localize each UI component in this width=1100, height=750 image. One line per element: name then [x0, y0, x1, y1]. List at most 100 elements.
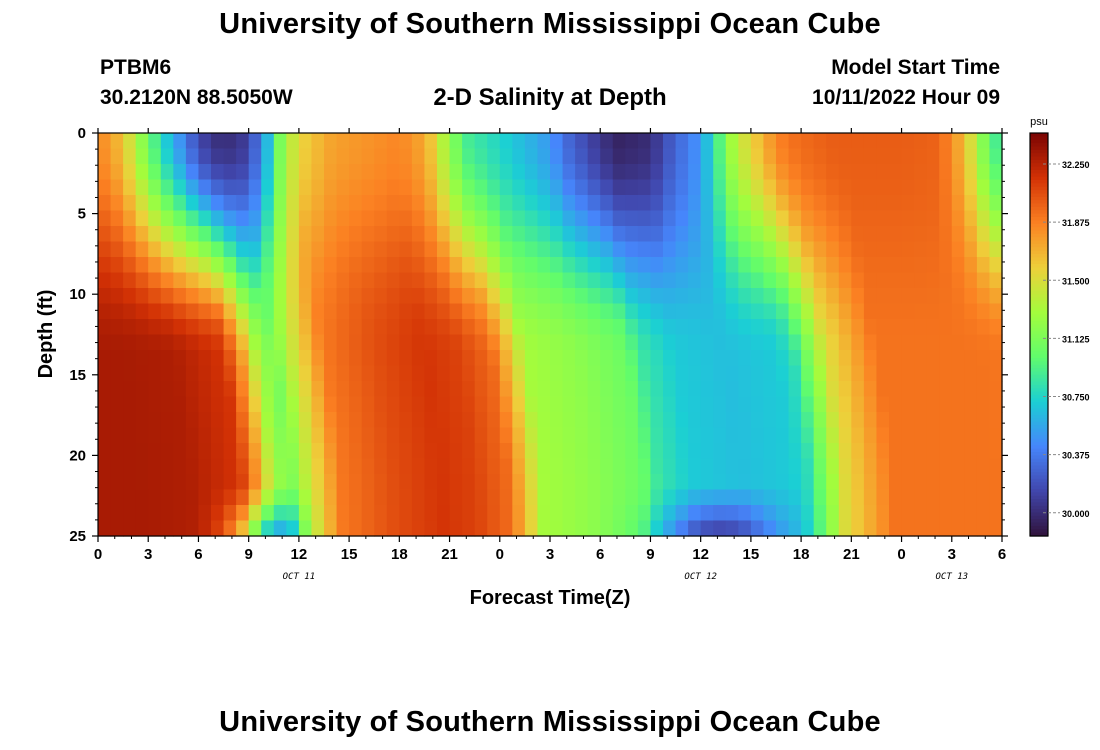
heatmap-cell	[487, 412, 501, 429]
heatmap-cell	[349, 396, 363, 413]
heatmap-cell	[123, 179, 137, 196]
heatmap-cell	[964, 288, 978, 305]
heatmap-cell	[901, 489, 915, 506]
heatmap-cell	[713, 350, 727, 367]
colorbar-segment	[1030, 408, 1048, 413]
heatmap-cell	[261, 179, 275, 196]
heatmap-cell	[349, 148, 363, 165]
heatmap-cell	[964, 334, 978, 351]
heatmap-cell	[399, 179, 413, 196]
heatmap-cell	[976, 489, 991, 506]
heatmap-cell	[713, 412, 727, 429]
colorbar-segment	[1030, 512, 1048, 517]
heatmap-cell	[951, 350, 965, 367]
heatmap-cell	[813, 195, 827, 212]
heatmap-cell	[198, 334, 212, 351]
heatmap-cell	[211, 133, 225, 150]
heatmap-cell	[914, 195, 928, 212]
heatmap-cell	[261, 350, 275, 367]
heatmap-cell	[776, 350, 790, 367]
heatmap-cell	[951, 365, 965, 382]
heatmap-cell	[876, 520, 890, 537]
heatmap-cell	[374, 427, 388, 444]
heatmap-cell	[173, 133, 187, 150]
heatmap-cell	[135, 133, 149, 150]
heatmap-cell	[110, 210, 124, 227]
heatmap-cell	[185, 505, 200, 522]
colorbar-segment	[1030, 200, 1048, 205]
heatmap-cell	[123, 226, 137, 243]
heatmap-cell	[261, 458, 275, 475]
heatmap-cell	[148, 365, 162, 382]
heatmap-cell	[876, 148, 890, 165]
heatmap-cell	[462, 412, 476, 429]
heatmap-cell	[964, 350, 978, 367]
heatmap-cell	[273, 241, 287, 258]
heatmap-cell	[512, 474, 526, 491]
colorbar-segment	[1030, 290, 1048, 295]
heatmap-cell	[876, 350, 890, 367]
heatmap-cell	[361, 396, 375, 413]
heatmap-cell	[512, 148, 526, 165]
heatmap-cell	[625, 272, 639, 289]
heatmap-cell	[211, 350, 225, 367]
heatmap-cell	[650, 179, 664, 196]
heatmap-cell	[713, 396, 727, 413]
heatmap-cell	[550, 505, 564, 522]
heatmap-cell	[713, 365, 727, 382]
heatmap-cell	[135, 272, 149, 289]
heatmap-cell	[976, 195, 991, 212]
heatmap-cell	[600, 412, 614, 429]
heatmap-cell	[148, 458, 162, 475]
heatmap-cell	[298, 272, 313, 289]
heatmap-cell	[675, 520, 689, 537]
heatmap-cell	[750, 365, 765, 382]
heatmap-cell	[411, 443, 426, 460]
heatmap-cell	[926, 241, 940, 258]
colorbar-segment	[1030, 435, 1048, 440]
heatmap-cell	[964, 520, 978, 537]
heatmap-cell	[273, 443, 287, 460]
heatmap-cell	[713, 505, 727, 522]
heatmap-cell	[512, 319, 526, 336]
heatmap-cell	[587, 443, 601, 460]
heatmap-cell	[499, 489, 513, 506]
heatmap-cell	[98, 474, 112, 491]
colorbar-segment	[1030, 465, 1048, 470]
heatmap-cell	[474, 350, 488, 367]
heatmap-cell	[487, 474, 501, 491]
heatmap-cell	[675, 148, 689, 165]
heatmap-cell	[123, 272, 137, 289]
heatmap-cell	[110, 226, 124, 243]
heatmap-cell	[148, 179, 162, 196]
heatmap-cell	[826, 226, 840, 243]
colorbar-segment	[1030, 159, 1048, 164]
heatmap-cell	[562, 226, 576, 243]
heatmap-cell	[612, 350, 626, 367]
date-label: OCT 12	[684, 572, 717, 582]
heatmap-cell	[474, 288, 488, 305]
heatmap-cell	[424, 334, 438, 351]
colorbar-segment	[1030, 425, 1048, 430]
heatmap-cell	[675, 427, 689, 444]
heatmap-cell	[298, 133, 313, 150]
heatmap-cell	[562, 303, 576, 320]
heatmap-cell	[110, 133, 124, 150]
heatmap-cell	[110, 303, 124, 320]
heatmap-cell	[123, 334, 137, 351]
heatmap-cell	[550, 210, 564, 227]
heatmap-cell	[713, 272, 727, 289]
heatmap-cell	[110, 427, 124, 444]
heatmap-cell	[437, 319, 451, 336]
colorbar-segment	[1030, 163, 1048, 168]
heatmap-cell	[148, 427, 162, 444]
heatmap-cell	[261, 505, 275, 522]
heatmap-cell	[813, 148, 827, 165]
heatmap-cell	[437, 210, 451, 227]
heatmap-cell	[223, 210, 237, 227]
heatmap-cell	[776, 133, 790, 150]
heatmap-cell	[550, 179, 564, 196]
heatmap-cell	[788, 505, 802, 522]
heatmap-cell	[939, 319, 953, 336]
